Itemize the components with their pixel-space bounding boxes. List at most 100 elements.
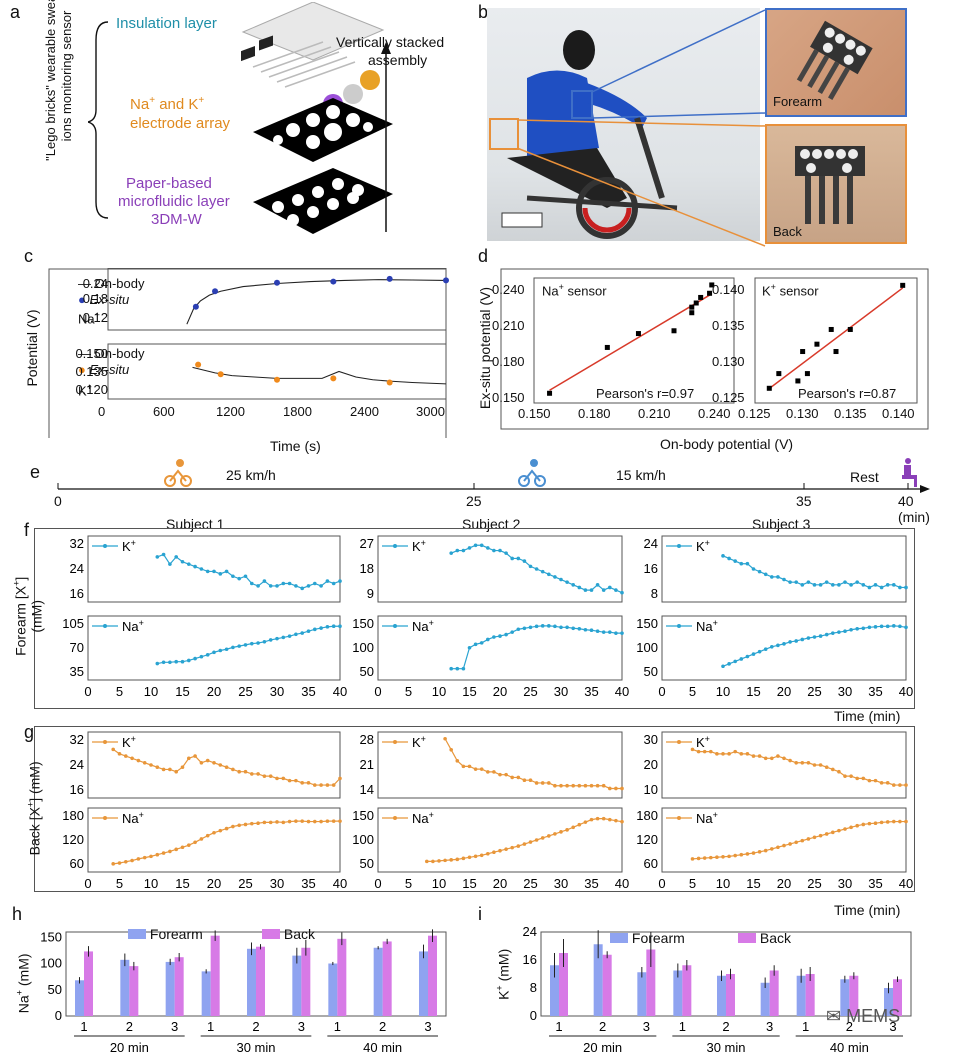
ion-series-point: [522, 626, 527, 631]
electrode-array-label-line1: Na+ and K+: [130, 95, 205, 113]
ion-series-point: [763, 756, 768, 761]
ion-legend-label: Na+: [122, 810, 144, 826]
ion-series-line: [692, 820, 906, 860]
subplot-axes: [87, 615, 341, 681]
ion-series-point: [571, 626, 575, 631]
ion-legend-label: Na+: [696, 618, 718, 634]
xtick-label: 25: [523, 684, 537, 699]
ion-series-point: [467, 764, 472, 769]
c-xtick: 1200: [216, 404, 245, 419]
ion-series-point: [806, 837, 811, 841]
ion-series-point: [745, 561, 750, 566]
d-na-xtick: 0.150: [518, 406, 551, 421]
ion-series-point: [124, 754, 128, 758]
forearm-photo: Forearm: [765, 8, 907, 117]
ion-legend-label: Na+: [412, 810, 434, 826]
ion-series-point: [168, 767, 172, 772]
ion-series-point: [733, 749, 737, 754]
ion-series-point: [218, 763, 223, 767]
ion-series-point: [281, 635, 286, 640]
ion-series-point: [745, 752, 750, 756]
ytick-label: 32: [70, 536, 84, 551]
ion-series-point: [256, 772, 260, 776]
ion-series-point: [892, 624, 896, 628]
d-na-xtick: 0.210: [638, 406, 671, 421]
panel-d-ylabel: Ex-situ potential (V): [477, 286, 493, 410]
ion-series-point: [595, 783, 600, 788]
ion-series-point: [751, 851, 756, 855]
ion-series-point: [879, 624, 884, 629]
ion-series-point: [180, 765, 185, 770]
ion-series-line: [722, 625, 907, 667]
ytick-label: 21: [360, 757, 374, 772]
scatter-point: [698, 294, 704, 300]
ion-series-point: [806, 636, 811, 640]
ion-series-point: [812, 835, 817, 840]
subject-tick-label: 3: [643, 1019, 650, 1034]
ytick-label: 50: [48, 982, 62, 997]
ion-series-point: [306, 584, 311, 588]
d-k-ytick: 0.130: [712, 354, 745, 369]
ion-series-point: [455, 548, 460, 553]
xtick-label: 15: [746, 684, 760, 699]
ion-series-point: [861, 583, 866, 587]
ion-series-point: [224, 569, 229, 574]
ion-series-point: [193, 840, 197, 845]
ion-series-point: [205, 653, 210, 657]
ion-series-point: [287, 581, 292, 586]
ion-series-point: [155, 765, 160, 770]
ion-series-point: [565, 828, 569, 832]
ion-series-point: [455, 857, 460, 862]
xtick-label: 20: [777, 876, 791, 891]
scatter-point: [766, 385, 772, 391]
na-legend-onbody: — On-body: [78, 276, 145, 291]
ion-series-point: [721, 752, 725, 756]
ion-series-point: [155, 661, 160, 666]
na-scatter-series: [547, 282, 715, 396]
ion-series-point: [136, 758, 141, 763]
exsitu-point: [195, 361, 202, 368]
ion-series-point: [136, 857, 141, 861]
ion-series-point: [855, 823, 859, 828]
ion-series-point: [174, 769, 178, 774]
ion-series-point: [275, 776, 279, 781]
ion-series-point: [696, 749, 701, 754]
ion-series-point: [702, 749, 707, 754]
panel-h-ylabel: Na+ (mM): [14, 953, 32, 1014]
xtick-label: 35: [868, 684, 882, 699]
ion-series-point: [601, 816, 606, 821]
ion-series-point: [837, 583, 841, 587]
lego-sensor-title: "Lego bricks" wearable sweat ions monito…: [43, 0, 74, 161]
panel-c-ylabel: Potential (V): [24, 309, 40, 387]
ion-series-point: [498, 548, 502, 553]
back-bar: [559, 953, 568, 1016]
wechat-icon: ✉: [826, 1006, 842, 1026]
ion-series-point: [577, 783, 582, 788]
subplot-Back-Subject-1-K+: K+ 32 24 16: [70, 731, 342, 799]
ion-series-point: [565, 625, 569, 630]
panel-f-frame: [34, 528, 915, 709]
forearm-bar: [796, 975, 806, 1016]
ytick-label: 9: [367, 586, 374, 601]
subject-tick-label: 3: [171, 1019, 178, 1034]
subplot-axes: [377, 535, 623, 603]
na-potential-axes: [107, 268, 447, 331]
xtick-label: 15: [175, 684, 189, 699]
back-bar: [646, 949, 656, 1016]
ion-series-point: [733, 559, 737, 563]
ion-series-point: [516, 627, 521, 632]
ion-series-point: [739, 752, 744, 756]
forearm-bar: [120, 959, 130, 1016]
panel-c-plot: [48, 268, 449, 438]
ion-series-point: [193, 754, 197, 758]
ion-series-point: [696, 856, 701, 861]
ion-series-point: [528, 625, 533, 630]
subject-tick-label: 2: [379, 1019, 386, 1034]
ion-superscript: +: [429, 810, 434, 820]
xtick-label: 5: [689, 876, 696, 891]
subject-tick-label: 1: [555, 1019, 562, 1034]
subplot-Back-Subject-2-K+: K+ 28 21 14: [360, 731, 624, 799]
panel-d-xlabel: On-body potential (V): [660, 436, 794, 452]
subplot-axes: [661, 535, 907, 603]
legend-marker: [677, 740, 681, 744]
